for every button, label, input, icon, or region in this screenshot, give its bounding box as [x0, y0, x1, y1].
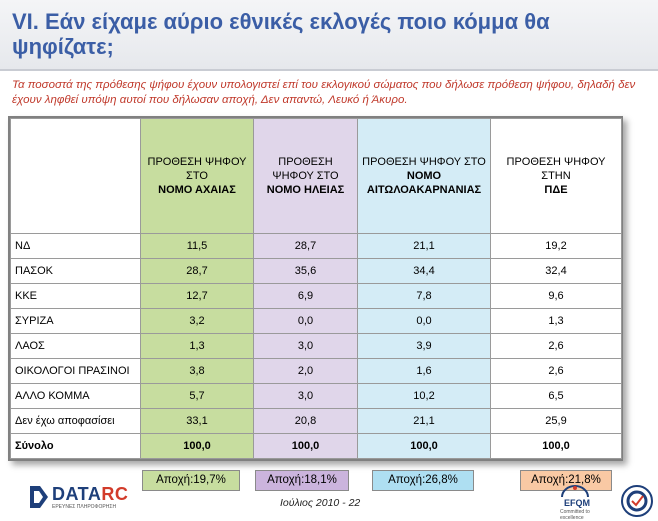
header-achaia-region: ΝΟΜΟ ΑΧΑΙΑΣ [158, 184, 236, 197]
header-achaia-line1: ΠΡΟΘΕΣΗ ΨΗΦΟΥ [147, 156, 247, 169]
footer-date-page: Ιούλιος 2010 - 22 [280, 497, 361, 509]
header-achaia-line2: ΣΤΟ [186, 170, 208, 183]
total-achaia: 100,0 [140, 433, 254, 459]
methodology-note: Τα ποσοστά της πρόθεσης ψήφου έχουν υπολ… [12, 79, 636, 106]
table-row: ΚΚΕ 12,7 6,9 7,8 9,6 [10, 283, 622, 310]
efqm-arc-icon [561, 485, 589, 498]
header-ilia: ΠΡΟΘΕΣΗ ΨΗΦΟΥ ΣΤΟ ΝΟΜΟ ΗΛΕΙΑΣ [253, 117, 358, 235]
cell-ilia: 2,0 [253, 358, 358, 385]
cell-pde: 6,5 [490, 383, 622, 410]
total-aitoloakarnania: 100,0 [357, 433, 491, 459]
cell-ilia: 3,0 [253, 383, 358, 410]
cell-achaia: 12,7 [140, 283, 254, 310]
datarc-logo-text: DATARC [52, 484, 129, 504]
page-title: VI. Εάν είχαμε αύριο εθνικές εκλογές ποι… [12, 9, 550, 59]
total-ilia: 100,0 [253, 433, 358, 459]
cell-pde: 19,2 [490, 233, 622, 260]
header-ilia-line2: ΨΗΦΟΥ ΣΤΟ [272, 170, 339, 183]
row-label: ΣΥΡΙΖΑ [10, 308, 141, 335]
cell-ilia: 35,6 [253, 258, 358, 285]
cell-ilia: 28,7 [253, 233, 358, 260]
table-row: ΟΙΚΟΛΟΓΟΙ ΠΡΑΣΙΝΟΙ 3,8 2,0 1,6 2,6 [10, 358, 622, 385]
cell-pde: 2,6 [490, 358, 622, 385]
cell-achaia: 3,8 [140, 358, 254, 385]
title-band [0, 0, 658, 70]
table-row: ΛΑΟΣ 1,3 3,0 3,9 2,6 [10, 333, 622, 360]
table-total-row: Σύνολο 100,0 100,0 100,0 100,0 [10, 433, 622, 459]
abstention-ilia-badge: Αποχή:18,1% [255, 470, 349, 491]
header-pde-region: ΠΔΕ [544, 184, 568, 197]
efqm-logo-subtitle: Committed to excellence [560, 509, 590, 521]
cell-pde: 1,3 [490, 308, 622, 335]
header-pde-line1: ΠΡΟΘΕΣΗ ΨΗΦΟΥ ΣΤΗΝ [506, 156, 606, 183]
header-ilia-region: ΝΟΜΟ ΗΛΕΙΑΣ [266, 184, 345, 197]
row-label: ΟΙΚΟΛΟΓΟΙ ΠΡΑΣΙΝΟΙ [10, 358, 141, 385]
table-row: ΣΥΡΙΖΑ 3,2 0,0 0,0 1,3 [10, 308, 622, 335]
abstention-aitoloakarnania-badge: Αποχή:26,8% [372, 470, 474, 491]
header-aitoloakarnania-region: ΝΟΜΟ ΑΙΤΩΛΟΑΚΑΡΝΑΝΙΑΣ [366, 170, 482, 197]
cell-aitoloakarnania: 34,4 [357, 258, 491, 285]
cell-achaia: 5,7 [140, 383, 254, 410]
table-row: Δεν έχω αποφασίσει 33,1 20,8 21,1 25,9 [10, 408, 622, 435]
abstention-pde-badge: Αποχή:21,8% [520, 470, 612, 491]
row-label: ΛΑΟΣ [10, 333, 141, 360]
row-label: ΚΚΕ [10, 283, 141, 310]
header-aitoloakarnania: ΠΡΟΘΕΣΗ ΨΗΦΟΥ ΣΤΟ ΝΟΜΟ ΑΙΤΩΛΟΑΚΑΡΝΑΝΙΑΣ [357, 117, 491, 235]
cell-pde: 9,6 [490, 283, 622, 310]
cell-pde: 32,4 [490, 258, 622, 285]
cell-pde: 2,6 [490, 333, 622, 360]
table-row: ΑΛΛΟ ΚΟΜΜΑ 5,7 3,0 10,2 6,5 [10, 383, 622, 410]
efqm-logo: EFQM Committed to excellence [560, 484, 610, 521]
table-body: ΝΔ 11,5 28,7 21,1 19,2 ΠΑΣΟΚ 28,7 35,6 34,4 32,4 Κ… [10, 233, 622, 435]
row-label: Δεν έχω αποφασίσει [10, 408, 141, 435]
datarc-logo-subtitle: ΕΡΕΥΝΕΣ ΠΛΗΡΟΦΟΡΗΣΗ [52, 504, 117, 510]
certification-seal [620, 484, 654, 518]
header-pde: ΠΡΟΘΕΣΗ ΨΗΦΟΥ ΣΤΗΝ ΠΔΕ [490, 117, 622, 235]
header-achaia: ΠΡΟΘΕΣΗ ΨΗΦΟΥ ΣΤΟ ΝΟΜΟ ΑΧΑΙΑΣ [140, 117, 254, 235]
cell-aitoloakarnania: 21,1 [357, 233, 491, 260]
table-header-row: ΠΡΟΘΕΣΗ ΨΗΦΟΥ ΣΤΟ ΝΟΜΟ ΑΧΑΙΑΣ ΠΡΟΘΕΣΗ ΨΗ… [10, 117, 622, 235]
certification-seal-icon [621, 485, 653, 517]
cell-achaia: 1,3 [140, 333, 254, 360]
header-ilia-line1: ΠΡΟΘΕΣΗ [278, 156, 333, 169]
cell-achaia: 33,1 [140, 408, 254, 435]
table-row: ΝΔ 11,5 28,7 21,1 19,2 [10, 233, 622, 260]
total-pde: 100,0 [490, 433, 622, 459]
cell-ilia: 0,0 [253, 308, 358, 335]
row-label: ΠΑΣΟΚ [10, 258, 141, 285]
row-label: ΝΔ [10, 233, 141, 260]
row-label: ΑΛΛΟ ΚΟΜΜΑ [10, 383, 141, 410]
vote-intention-table: ΠΡΟΘΕΣΗ ΨΗΦΟΥ ΣΤΟ ΝΟΜΟ ΑΧΑΙΑΣ ΠΡΟΘΕΣΗ ΨΗ… [8, 116, 623, 461]
header-aitoloakarnania-line1: ΠΡΟΘΕΣΗ ΨΗΦΟΥ ΣΤΟ [362, 156, 486, 169]
cell-ilia: 3,0 [253, 333, 358, 360]
cell-aitoloakarnania: 3,9 [357, 333, 491, 360]
cell-achaia: 3,2 [140, 308, 254, 335]
table-row: ΠΑΣΟΚ 28,7 35,6 34,4 32,4 [10, 258, 622, 285]
cell-ilia: 20,8 [253, 408, 358, 435]
cell-aitoloakarnania: 1,6 [357, 358, 491, 385]
total-label: Σύνολο [10, 433, 141, 459]
efqm-logo-text: EFQM [564, 498, 590, 508]
cell-ilia: 6,9 [253, 283, 358, 310]
datarc-logo: DATARC ΕΡΕΥΝΕΣ ΠΛΗΡΟΦΟΡΗΣΗ [28, 484, 163, 514]
cell-pde: 25,9 [490, 408, 622, 435]
header-corner [10, 117, 141, 235]
datarc-logo-icon [30, 486, 48, 508]
abstention-achaia-badge: Αποχή:19,7% [142, 470, 240, 491]
cell-aitoloakarnania: 0,0 [357, 308, 491, 335]
cell-achaia: 11,5 [140, 233, 254, 260]
cell-aitoloakarnania: 7,8 [357, 283, 491, 310]
cell-aitoloakarnania: 21,1 [357, 408, 491, 435]
title-divider [0, 69, 658, 71]
cell-aitoloakarnania: 10,2 [357, 383, 491, 410]
cell-achaia: 28,7 [140, 258, 254, 285]
